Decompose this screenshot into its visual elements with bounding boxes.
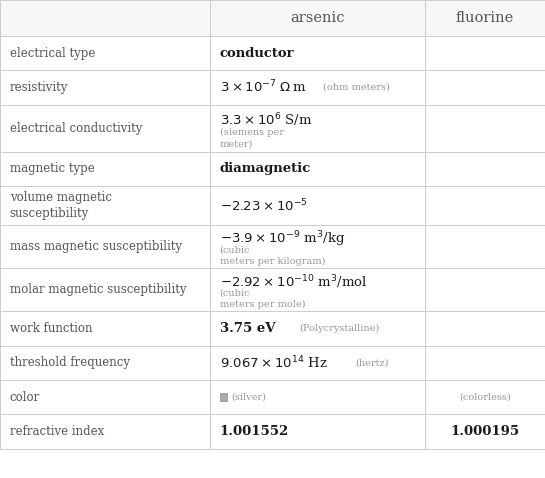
Text: $-2.23\times10^{-5}$: $-2.23\times10^{-5}$ [220,197,307,214]
Bar [0,36,210,70]
Bar [425,414,545,449]
Bar [425,346,545,380]
Bar [210,36,425,70]
Bar [0,225,210,268]
Bar [0,70,210,105]
Text: electrical type: electrical type [10,46,95,60]
Text: 1.000195: 1.000195 [451,425,519,438]
Text: mass magnetic susceptibility: mass magnetic susceptibility [10,240,182,253]
Bar [210,152,425,186]
Text: (siemens per
meter): (siemens per meter) [220,128,283,149]
Text: fluorine: fluorine [456,11,514,25]
Bar [425,70,545,105]
Bar [0,105,210,152]
Bar [425,311,545,346]
Text: (colorless): (colorless) [459,393,511,402]
Text: $-2.92\times10^{-10}$ m$^3$/mol: $-2.92\times10^{-10}$ m$^3$/mol [220,273,367,291]
Text: $3.3\times10^{6}$ S/m: $3.3\times10^{6}$ S/m [220,111,312,129]
Bar [210,0,425,36]
Bar [0,152,210,186]
Text: $3\times10^{-7}$ $\Omega\,$m: $3\times10^{-7}$ $\Omega\,$m [220,79,306,96]
Text: $9.067\times10^{14}$ Hz: $9.067\times10^{14}$ Hz [220,355,327,371]
Text: resistivity: resistivity [10,81,68,94]
Text: refractive index: refractive index [10,425,104,438]
Bar [210,414,425,449]
Bar [220,393,227,401]
Text: diamagnetic: diamagnetic [220,162,311,175]
Text: (cubic
meters per mole): (cubic meters per mole) [220,289,305,309]
Bar [210,268,425,311]
Text: (silver): (silver) [231,393,266,402]
Bar [425,0,545,36]
Text: conductor: conductor [220,46,294,60]
Bar [0,311,210,346]
Bar [210,225,425,268]
Bar [425,152,545,186]
Text: (ohm meters): (ohm meters) [323,83,390,92]
Bar [210,105,425,152]
Text: volume magnetic
susceptibility: volume magnetic susceptibility [10,191,112,220]
Text: work function: work function [10,322,92,335]
Bar [210,346,425,380]
Bar [0,186,210,225]
Bar [425,36,545,70]
Text: color: color [10,391,40,404]
Bar [0,380,210,414]
Bar [0,346,210,380]
Text: molar magnetic susceptibility: molar magnetic susceptibility [10,283,186,296]
Text: arsenic: arsenic [290,11,344,25]
Bar [425,225,545,268]
Bar [425,186,545,225]
Text: (Polycrystalline): (Polycrystalline) [299,324,379,333]
Bar [425,105,545,152]
Text: (hertz): (hertz) [355,358,389,367]
Bar [210,380,425,414]
Bar [425,268,545,311]
Bar [0,0,210,36]
Text: (cubic
meters per kilogram): (cubic meters per kilogram) [220,246,325,266]
Bar [210,70,425,105]
Text: threshold frequency: threshold frequency [10,356,130,369]
Bar [0,414,210,449]
Text: 3.75 eV: 3.75 eV [220,322,275,335]
Bar [425,380,545,414]
Bar [210,311,425,346]
Text: magnetic type: magnetic type [10,162,95,175]
Text: 1.001552: 1.001552 [220,425,289,438]
Bar [210,186,425,225]
Text: electrical conductivity: electrical conductivity [10,121,142,135]
Bar [0,268,210,311]
Text: $-3.9\times10^{-9}$ m$^3$/kg: $-3.9\times10^{-9}$ m$^3$/kg [220,229,345,249]
